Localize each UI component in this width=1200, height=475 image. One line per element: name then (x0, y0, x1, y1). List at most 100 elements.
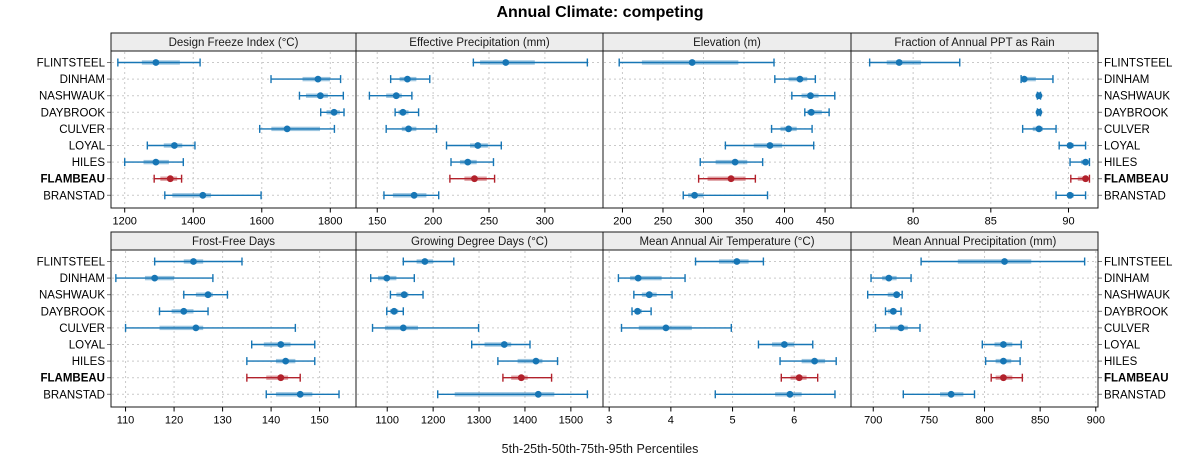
row-label-right-hiles: HILES (1104, 157, 1138, 169)
interval-culver[interactable] (259, 124, 336, 133)
interval-branstad[interactable] (714, 390, 836, 399)
interval-flintsteel[interactable] (694, 257, 765, 266)
interval-daybrook[interactable] (631, 307, 652, 316)
row-label-left-nashwauk: NASHWAUK (39, 290, 105, 302)
interval-loyal[interactable] (250, 340, 316, 349)
interval-flintsteel[interactable] (402, 257, 455, 266)
interval-branstad[interactable] (164, 191, 262, 200)
interval-flambeau[interactable] (449, 174, 496, 183)
axis-tick-label: 800 (975, 415, 993, 427)
interval-daybrook[interactable] (158, 307, 209, 316)
interval-branstad[interactable] (383, 191, 440, 200)
interval-flintsteel[interactable] (920, 257, 1086, 266)
interval-hiles[interactable] (497, 357, 559, 366)
interval-dinham[interactable] (1020, 75, 1054, 84)
interval-flintsteel[interactable] (868, 58, 961, 67)
interval-dinham[interactable] (369, 274, 416, 283)
interval-hiles[interactable] (779, 357, 837, 366)
median-dot (947, 390, 955, 398)
median-dot (1082, 175, 1089, 183)
interval-culver[interactable] (620, 323, 733, 332)
axis-tick-label: 4 (668, 415, 674, 427)
interval-dinham[interactable] (870, 274, 912, 283)
interval-branstad[interactable] (902, 390, 976, 399)
interval-flintsteel[interactable] (472, 58, 589, 67)
axis-tick-label: 150 (310, 415, 328, 427)
interval-loyal[interactable] (146, 141, 196, 150)
interval-flambeau[interactable] (1070, 174, 1091, 183)
median-dot (811, 357, 819, 365)
interval-culver[interactable] (385, 124, 438, 133)
median-dot (471, 175, 478, 183)
interval-flintsteel[interactable] (117, 58, 201, 67)
interval-culver[interactable] (1021, 124, 1057, 133)
interval-daybrook[interactable] (884, 307, 902, 316)
interval-hiles[interactable] (1069, 158, 1091, 167)
interval-flambeau[interactable] (153, 174, 183, 183)
interval-branstad[interactable] (265, 390, 340, 399)
interval-hiles[interactable] (246, 357, 316, 366)
interval-culver[interactable] (124, 323, 297, 332)
interval-branstad[interactable] (1055, 191, 1087, 200)
interval-loyal[interactable] (470, 340, 531, 349)
interval-nashwauk[interactable] (389, 290, 424, 299)
panel-title: Elevation (m) (693, 37, 761, 49)
interval-nashwauk[interactable] (1035, 91, 1043, 100)
axis-tick-label: 1200 (421, 415, 445, 427)
interval-nashwauk[interactable] (633, 290, 673, 299)
median-dot (785, 125, 792, 133)
median-dot (688, 59, 696, 66)
interval-dinham[interactable] (617, 274, 686, 283)
interval-hiles[interactable] (984, 357, 1021, 366)
axis-tick-label: 1400 (181, 216, 205, 228)
median-dot (1000, 357, 1007, 365)
panel-effective-precipitation-mm: Effective Precipitation (mm) 150 200 250 300 (355, 32, 604, 228)
median-dot (399, 324, 407, 332)
interval-flambeau[interactable] (246, 373, 301, 382)
median-dot (1000, 374, 1007, 382)
panel-title: Mean Annual Precipitation (mm) (893, 236, 1057, 248)
interval-flambeau[interactable] (697, 174, 757, 183)
interval-branstad[interactable] (682, 191, 769, 200)
interval-loyal[interactable] (1058, 141, 1087, 150)
interval-dinham[interactable] (115, 274, 214, 283)
interval-loyal[interactable] (724, 141, 815, 150)
interval-daybrook[interactable] (386, 307, 404, 316)
median-dot (192, 324, 200, 332)
interval-culver[interactable] (770, 124, 813, 133)
interval-nashwauk[interactable] (791, 91, 836, 100)
interval-flambeau[interactable] (780, 373, 819, 382)
interval-nashwauk[interactable] (183, 290, 229, 299)
median-dot (282, 357, 290, 365)
interval-loyal[interactable] (757, 340, 814, 349)
median-dot (897, 324, 905, 332)
row-label-right-flintsteel: FLINTSTEEL (1104, 257, 1173, 269)
interval-daybrook[interactable] (804, 108, 830, 117)
interval-loyal[interactable] (981, 340, 1022, 349)
interval-dinham[interactable] (389, 75, 431, 84)
interval-branstad[interactable] (437, 390, 589, 399)
interval-flambeau[interactable] (502, 373, 553, 382)
interval-culver[interactable] (371, 323, 480, 332)
interval-nashwauk[interactable] (298, 91, 345, 100)
median-dot (296, 390, 304, 398)
row-label-right-hiles: HILES (1104, 356, 1138, 368)
interval-hiles[interactable] (699, 158, 764, 167)
interval-daybrook[interactable] (394, 108, 420, 117)
interval-hiles[interactable] (450, 158, 495, 167)
interval-nashwauk[interactable] (866, 290, 903, 299)
interval-flambeau[interactable] (990, 373, 1024, 382)
interval-flintsteel[interactable] (618, 58, 775, 67)
interval-loyal[interactable] (445, 141, 502, 150)
interval-culver[interactable] (874, 323, 921, 332)
interval-nashwauk[interactable] (368, 91, 413, 100)
panel-mean-annual-air-temperature-c: Mean Annual Air Temperature (°C) 3 4 5 6 (602, 231, 852, 427)
median-dot (766, 142, 774, 149)
median-dot (502, 59, 510, 66)
interval-dinham[interactable] (774, 75, 817, 84)
interval-flintsteel[interactable] (153, 257, 243, 266)
interval-daybrook[interactable] (320, 108, 345, 117)
interval-daybrook[interactable] (1035, 108, 1043, 117)
interval-hiles[interactable] (124, 158, 185, 167)
interval-dinham[interactable] (270, 75, 342, 84)
